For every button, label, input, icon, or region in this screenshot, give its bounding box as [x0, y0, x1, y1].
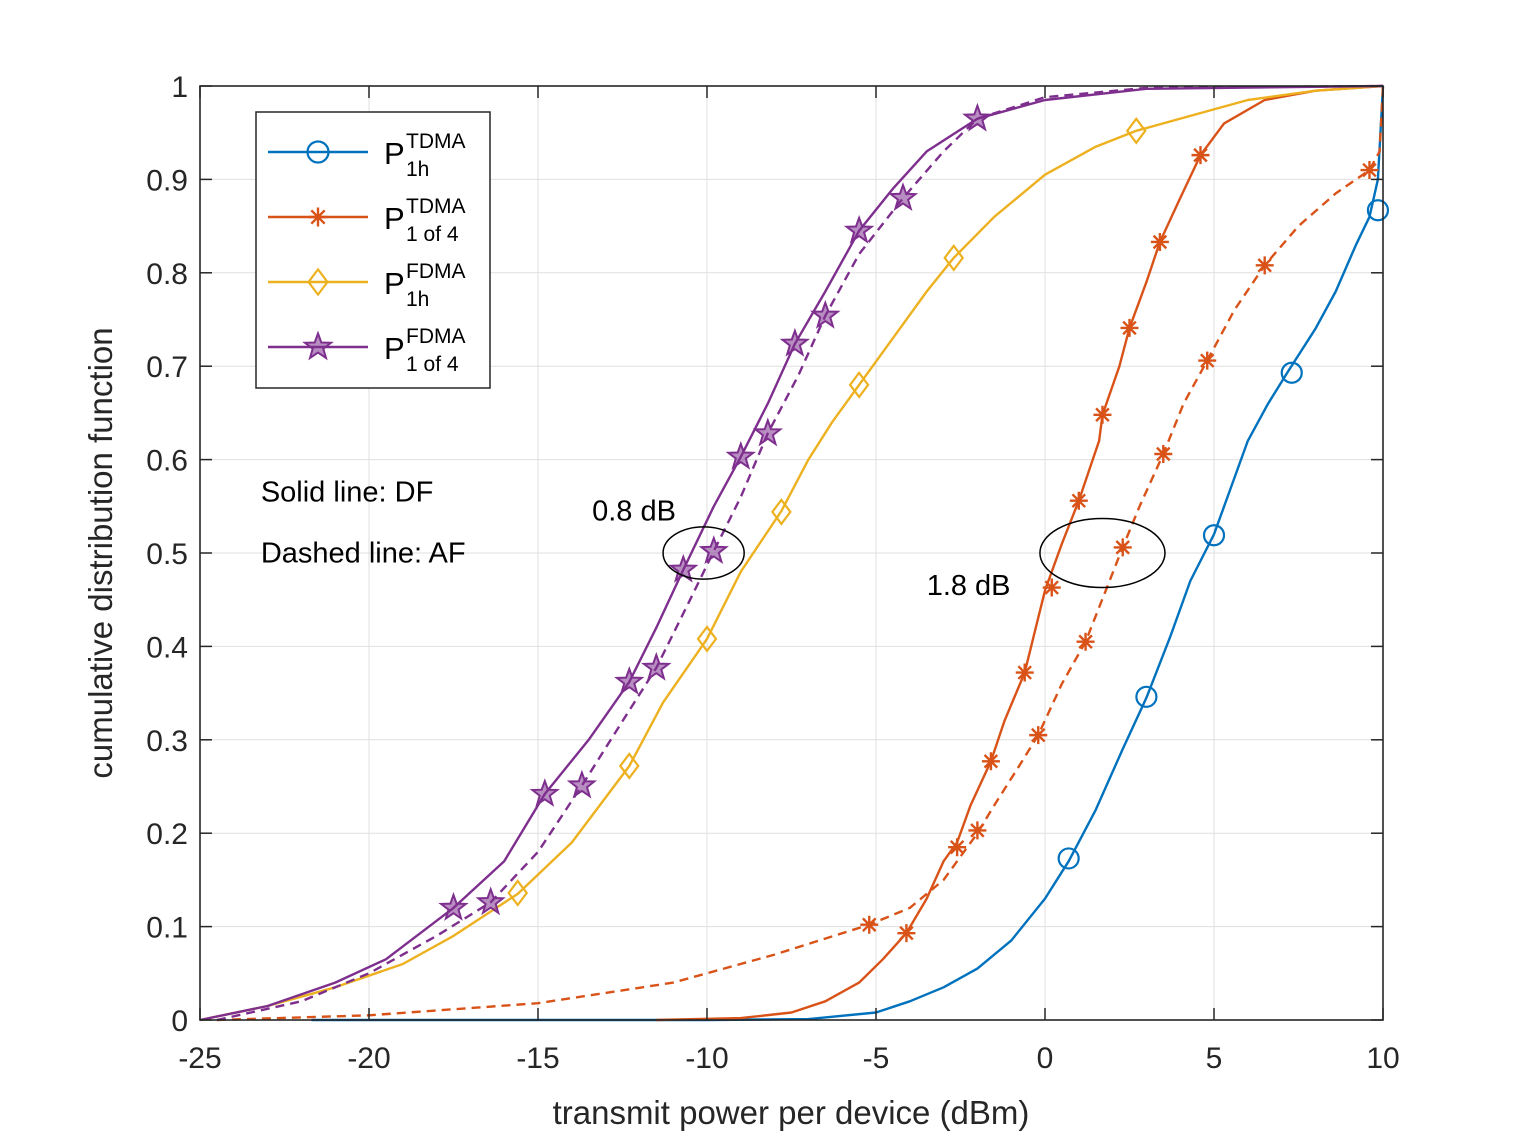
asterisk-marker — [1042, 578, 1061, 597]
series-markers — [438, 102, 1390, 943]
star-marker — [962, 102, 993, 132]
asterisk-marker — [981, 752, 1000, 771]
asterisk-marker — [1029, 726, 1048, 745]
circle-marker — [1366, 199, 1390, 222]
asterisk-marker — [308, 207, 328, 227]
y-tick-label: 1 — [171, 71, 188, 104]
asterisk-marker — [1198, 351, 1217, 370]
asterisk-marker — [1076, 632, 1095, 651]
legend-symbol: P — [384, 266, 405, 301]
annotation-ellipse — [1039, 517, 1166, 589]
legend-subscript: 1h — [406, 288, 429, 311]
annotation-ellipse — [662, 526, 745, 580]
circle-marker — [1057, 847, 1080, 870]
star-marker — [302, 330, 334, 361]
legend-superscript: TDMA — [406, 195, 466, 218]
circle-marker — [1202, 524, 1226, 547]
legend-symbol: P — [384, 201, 405, 236]
diamond-marker — [507, 879, 529, 907]
diamond-marker — [618, 752, 640, 780]
asterisk-marker — [1113, 538, 1132, 557]
annotation-text: Solid line: DF — [261, 477, 433, 509]
circle-marker — [1280, 361, 1303, 384]
star-marker — [810, 299, 841, 329]
star-marker — [566, 769, 598, 799]
diamond-marker — [1125, 116, 1147, 145]
diamond-marker — [848, 371, 870, 399]
y-tick-label: 0 — [171, 1005, 188, 1038]
star-marker — [725, 440, 757, 470]
y-tick-label: 0.4 — [146, 631, 188, 664]
x-tick-label: 10 — [1366, 1042, 1399, 1075]
y-axis-label: cumulative distribution function — [82, 327, 119, 778]
x-tick-label: -25 — [178, 1042, 221, 1075]
asterisk-marker — [860, 915, 879, 934]
x-tick-label: -15 — [516, 1042, 559, 1075]
asterisk-marker — [1069, 491, 1088, 510]
x-tick-label: -20 — [347, 1042, 390, 1075]
star-marker — [698, 535, 729, 565]
legend-subscript: 1 of 4 — [406, 223, 459, 246]
asterisk-marker — [1191, 146, 1210, 165]
star-marker — [887, 182, 919, 212]
diamond-marker — [696, 625, 718, 653]
y-tick-label: 0.8 — [146, 258, 188, 291]
annotation-text: 1.8 dB — [927, 570, 1011, 602]
legend-superscript: FDMA — [406, 325, 466, 348]
legend-superscript: TDMA — [406, 130, 466, 153]
series-line — [199, 84, 1384, 1022]
circle-marker — [306, 140, 330, 164]
asterisk-marker — [1154, 444, 1173, 463]
asterisk-marker — [968, 821, 987, 840]
diamond-marker — [770, 498, 792, 526]
y-tick-label: 0.3 — [146, 725, 188, 758]
y-tick-label: 0.9 — [146, 164, 188, 197]
axis-ticks: -25 -20 -15 -10 -5 0 5 10 0 0.1 0.2 0.3 0.4 0.5 0.6 0.7… — [146, 71, 1399, 1075]
star-marker — [614, 665, 645, 695]
diamond-marker — [307, 267, 329, 297]
asterisk-marker — [897, 924, 916, 943]
star-marker — [843, 214, 875, 244]
asterisk-marker — [1150, 232, 1169, 251]
series-line — [656, 84, 1384, 1022]
legend-symbol: P — [384, 136, 405, 171]
x-tick-label: 5 — [1206, 1042, 1223, 1075]
star-marker — [752, 417, 784, 447]
series-line — [216, 84, 1384, 1022]
legend-box — [255, 111, 491, 389]
asterisk-marker — [948, 838, 967, 857]
asterisk-marker — [1015, 663, 1034, 682]
series-line — [311, 85, 1385, 1022]
annotations: Solid line: DF Dashed line: AF 0.8 dB 1.8 d… — [261, 477, 1166, 602]
legend-superscript: FDMA — [406, 260, 466, 283]
star-marker — [475, 886, 506, 916]
y-tick-label: 0.2 — [146, 818, 188, 851]
x-axis-label: transmit power per device (dBm) — [553, 1094, 1030, 1131]
legend-subscript: 1h — [406, 158, 429, 181]
y-tick-label: 0.1 — [146, 912, 188, 945]
star-marker — [529, 778, 560, 807]
asterisk-marker — [1093, 405, 1112, 424]
circle-marker — [1135, 685, 1158, 708]
y-tick-label: 0.5 — [146, 538, 188, 571]
x-tick-label: -10 — [685, 1042, 728, 1075]
star-marker — [779, 327, 811, 357]
asterisk-marker — [1360, 161, 1379, 180]
star-marker — [641, 651, 672, 681]
asterisk-marker — [1255, 256, 1274, 275]
x-tick-label: 0 — [1037, 1042, 1054, 1075]
y-tick-label: 0.7 — [146, 351, 188, 384]
annotation-text: 0.8 dB — [592, 495, 676, 527]
legend-subscript: 1 of 4 — [406, 353, 459, 376]
star-marker — [438, 891, 469, 921]
legend-symbol: P — [384, 331, 405, 366]
x-tick-label: -5 — [863, 1042, 890, 1075]
diamond-marker — [943, 244, 965, 272]
asterisk-marker — [1120, 318, 1139, 337]
y-tick-label: 0.6 — [146, 445, 188, 478]
annotation-text: Dashed line: AF — [261, 537, 466, 569]
